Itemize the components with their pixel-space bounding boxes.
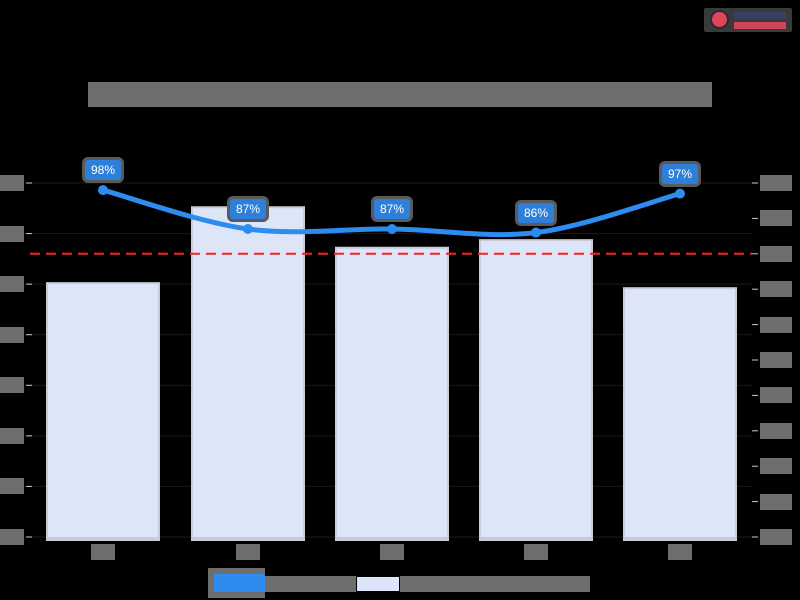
- data-label: 87%: [373, 199, 411, 220]
- right-axis-label: 70%: [760, 281, 792, 298]
- brand-logo-text-bottom: [734, 22, 786, 29]
- right-axis-label: 90%: [760, 210, 792, 227]
- right-axis-label: 50%: [760, 352, 792, 368]
- left-axis-label: 2: [0, 427, 24, 444]
- left-axis-label: 3: [0, 377, 24, 394]
- brand-logo: [704, 8, 792, 32]
- x-axis-label: [redacted]: [236, 544, 260, 560]
- right-axis-label: 80%: [760, 245, 792, 262]
- right-axis-label: 20%: [760, 458, 792, 475]
- data-label: 87%: [229, 199, 267, 220]
- bar-series: [46, 206, 737, 542]
- right-axis-label: 30%: [760, 422, 792, 439]
- left-axis-label: 0: [0, 529, 24, 545]
- bar[interactable]: [337, 248, 447, 537]
- right-axis-label: 40%: [760, 387, 792, 404]
- bar[interactable]: [48, 284, 158, 537]
- brand-logo-text-top: [734, 12, 786, 19]
- bar[interactable]: [481, 241, 591, 537]
- left-axis-label: 1: [0, 478, 24, 495]
- right-axis-label: 10%: [760, 493, 792, 510]
- line-point[interactable]: [387, 224, 397, 235]
- left-axis-label: 7: [0, 175, 24, 191]
- left-axis-label: 6: [0, 225, 24, 242]
- data-label: 98%: [84, 160, 122, 181]
- bar[interactable]: [625, 289, 735, 537]
- right-axis-label: 60%: [760, 316, 792, 333]
- data-label: 86%: [517, 202, 555, 223]
- line-point[interactable]: [675, 188, 685, 199]
- line-series: [98, 185, 685, 238]
- x-axis-label: [redacted]: [380, 544, 404, 560]
- bar[interactable]: [193, 208, 303, 538]
- legend-label-line: [redacted]: [265, 576, 363, 592]
- legend-label-bar: [redacted]: [400, 576, 590, 592]
- right-axis-label: 100%: [760, 175, 792, 191]
- data-label: 97%: [661, 163, 699, 184]
- line-point[interactable]: [531, 227, 541, 238]
- x-axis-label: [redacted]: [91, 544, 115, 560]
- right-axis-label: 0%: [760, 529, 792, 545]
- x-axis-label: [redacted]: [668, 544, 692, 560]
- left-axis-label: 5: [0, 276, 24, 293]
- line-point[interactable]: [243, 224, 253, 235]
- legend-line-swatch: [214, 574, 265, 592]
- x-axis-label: [redacted]: [524, 544, 548, 560]
- legend-bar-swatch: [356, 576, 400, 592]
- line-point[interactable]: [98, 185, 108, 196]
- brand-logo-icon: [712, 12, 727, 27]
- chart-title: [redacted]: [88, 82, 712, 107]
- left-axis-label: 4: [0, 326, 24, 343]
